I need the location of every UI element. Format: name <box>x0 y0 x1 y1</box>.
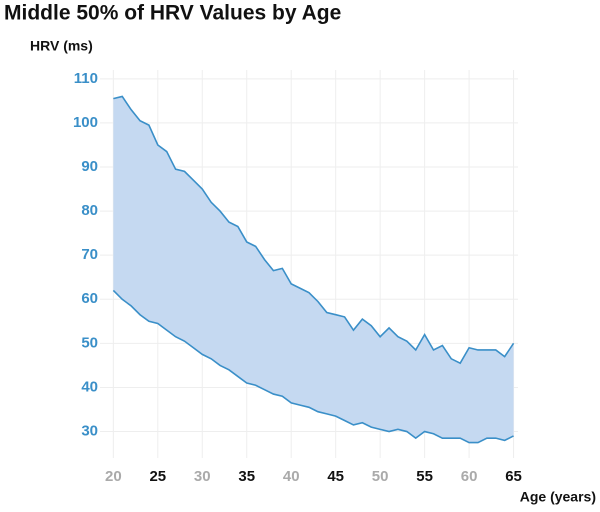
y-tick-label: 110 <box>74 70 98 87</box>
y-tick-label: 100 <box>73 114 98 131</box>
line <box>113 95 515 365</box>
y-tick-label: 60 <box>81 290 98 307</box>
x-tick-label: 30 <box>194 468 211 485</box>
band-fill <box>113 96 514 443</box>
y-tick-label: 50 <box>81 334 98 351</box>
line <box>112 289 514 444</box>
x-tick-label: 50 <box>372 468 389 485</box>
chart-title: Middle 50% of HRV Values by Age <box>4 2 341 25</box>
y-tick-label: 30 <box>81 423 98 440</box>
x-tick-label: 65 <box>505 468 522 485</box>
y-tick-label: 80 <box>81 202 98 219</box>
x-tick-label: 55 <box>416 468 433 485</box>
x-tick-label: 40 <box>283 468 300 485</box>
y-axis-title: HRV (ms) <box>30 38 93 54</box>
x-axis-title: Age (years) <box>520 489 596 505</box>
x-tick-label: 45 <box>327 468 344 485</box>
x-tick-label: 25 <box>149 468 166 485</box>
y-tick-label: 70 <box>81 246 98 263</box>
y-tick-label: 90 <box>81 158 98 175</box>
x-tick-label: 35 <box>238 468 255 485</box>
x-tick-label: 20 <box>105 468 122 485</box>
x-tick-label: 60 <box>461 468 478 485</box>
y-tick-label: 40 <box>81 378 98 395</box>
